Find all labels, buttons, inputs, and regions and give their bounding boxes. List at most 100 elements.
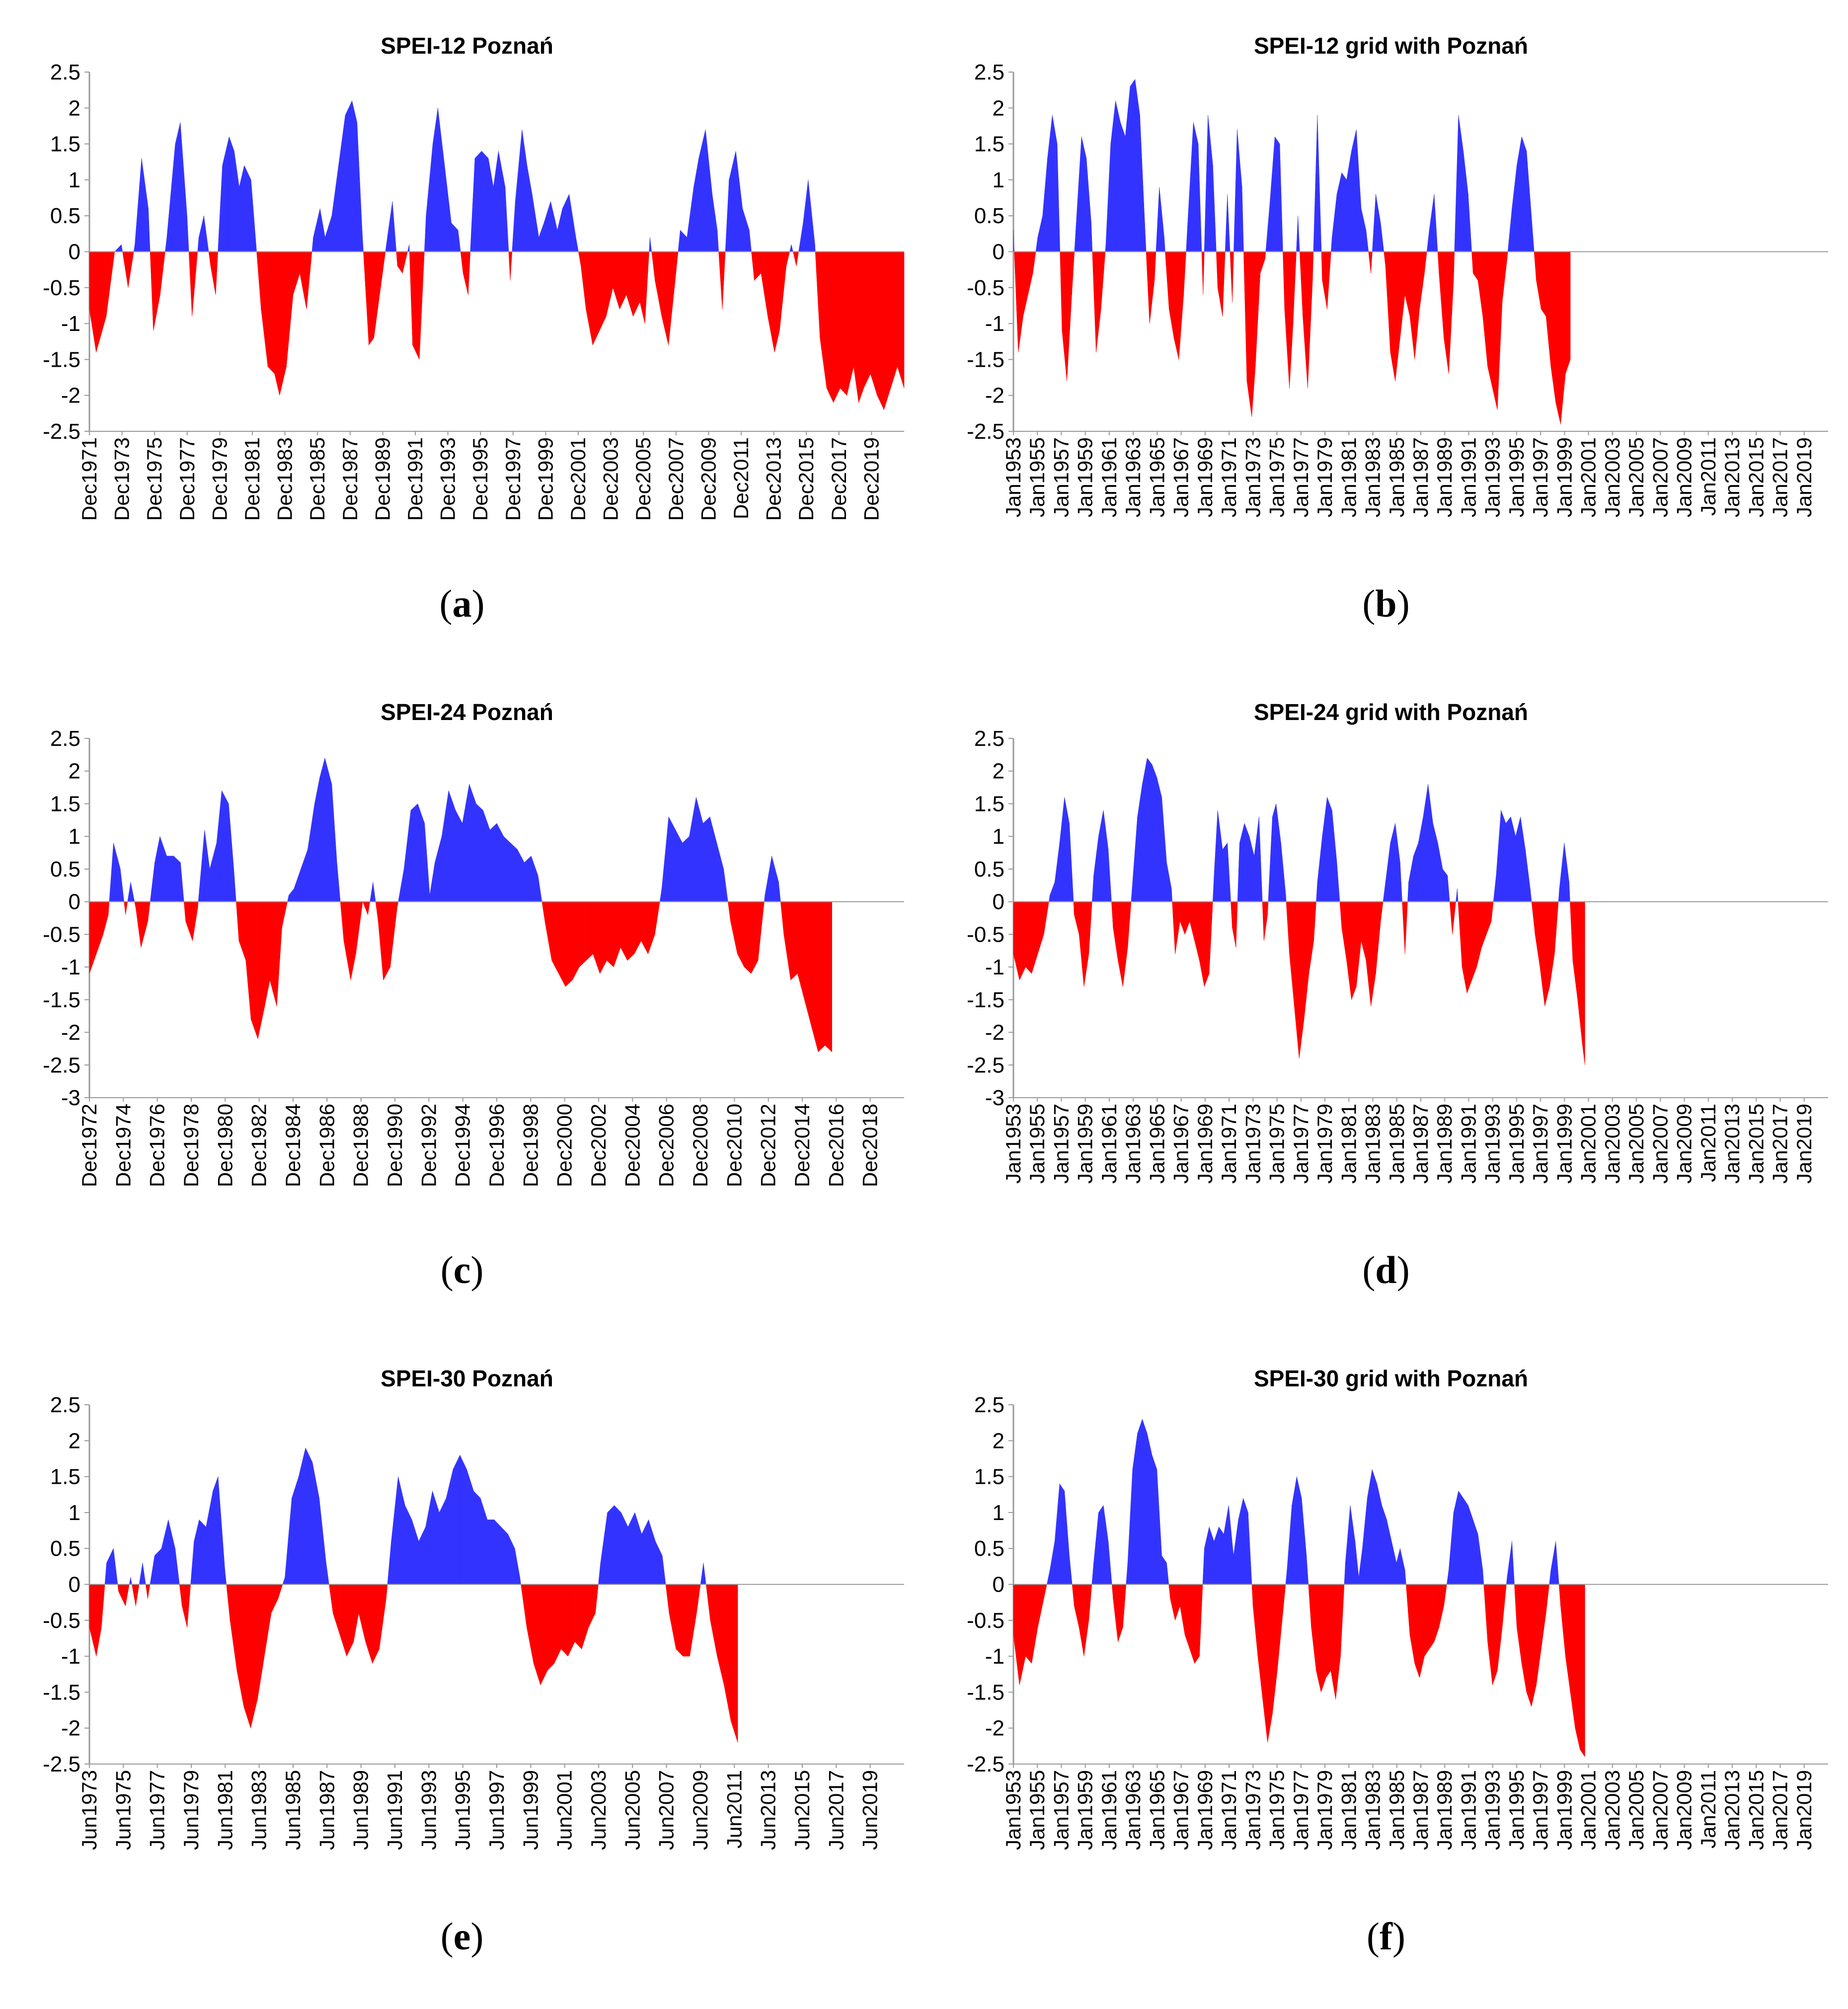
negative-area-segment (1502, 252, 1507, 302)
positive-area-segment (497, 823, 504, 902)
negative-area-segment (1309, 1585, 1311, 1628)
negative-area-segment (1252, 1585, 1253, 1606)
negative-area-segment (1321, 252, 1322, 281)
negative-area-segment (1321, 1585, 1326, 1692)
x-tick-label: Jan2009 (1673, 1104, 1696, 1184)
y-tick-label: 0.5 (50, 857, 80, 882)
chart-e: SPEI-30 Poznań2.521.510.50-0.5-1-1.5-2-2… (0, 1343, 924, 1919)
y-tick-label: 2 (69, 96, 80, 120)
x-tick-label: Jan1995 (1505, 1104, 1528, 1184)
negative-area-segment (1258, 1585, 1263, 1699)
positive-area-segment (494, 1520, 501, 1584)
negative-area-segment (1405, 902, 1407, 954)
positive-area-segment (1242, 187, 1243, 251)
negative-area-segment (1484, 1585, 1488, 1642)
x-tick-label: Dec1972 (77, 1104, 101, 1187)
positive-area-segment (1372, 194, 1376, 252)
x-tick-label: Dec1979 (208, 437, 231, 521)
negative-area-segment (268, 252, 275, 374)
positive-area-segment (724, 869, 728, 902)
negative-area-segment (366, 1585, 373, 1664)
negative-area-segment (236, 902, 239, 941)
positive-area-segment (1133, 1434, 1138, 1585)
x-tick-label: Jan1999 (1552, 1104, 1576, 1184)
y-tick-label: -1.5 (43, 347, 80, 372)
positive-area-segment (234, 151, 239, 251)
positive-area-segment (1287, 1505, 1292, 1584)
negative-area-segment (1410, 252, 1415, 360)
x-tick-label: Dec2016 (824, 1104, 847, 1187)
y-tick-label: 1 (69, 824, 80, 849)
positive-area-segment (121, 244, 122, 251)
positive-area-segment (1193, 122, 1198, 251)
x-tick-label: Dec1984 (281, 1104, 305, 1187)
positive-area-segment (175, 122, 180, 251)
x-tick-label: Dec2011 (729, 437, 753, 519)
positive-area-segment (1405, 1570, 1406, 1585)
positive-area-segment (292, 1477, 299, 1585)
positive-area-segment (736, 151, 743, 251)
negative-area-segment (572, 902, 579, 980)
positive-area-segment (1162, 797, 1167, 901)
positive-area-segment (1516, 817, 1521, 902)
positive-area-segment (387, 201, 392, 251)
positive-area-segment (621, 1513, 628, 1585)
positive-area-segment (1126, 1563, 1128, 1584)
positive-area-segment (467, 1469, 474, 1584)
negative-area-segment (540, 1585, 547, 1685)
negative-area-segment (1265, 252, 1266, 259)
positive-area-segment (1098, 810, 1103, 902)
positive-area-segment (435, 836, 442, 901)
chart-title: SPEI-30 grid with Poznań (1254, 1366, 1528, 1391)
positive-area-segment (320, 209, 325, 252)
positive-area-segment (576, 238, 578, 252)
negative-area-segment (1532, 902, 1535, 935)
positive-area-segment (204, 216, 209, 251)
negative-area-segment (89, 902, 96, 974)
x-tick-label: Jan1973 (1241, 437, 1264, 517)
negative-area-segment (552, 902, 559, 974)
negative-area-segment (397, 902, 398, 908)
positive-area-segment (325, 758, 332, 901)
x-tick-label: Jan1977 (1289, 1104, 1312, 1184)
positive-area-segment (168, 1520, 175, 1584)
negative-area-segment (179, 1585, 182, 1606)
x-tick-label: Jan1997 (1529, 437, 1552, 517)
negative-area-segment (1089, 902, 1092, 954)
positive-area-segment (1218, 810, 1223, 902)
negative-area-segment (1478, 252, 1483, 317)
x-tick-label: Dec2018 (858, 1104, 882, 1187)
negative-area-segment (648, 902, 655, 954)
positive-area-segment (557, 209, 562, 252)
x-tick-label: Dec1999 (534, 437, 557, 521)
x-tick-label: Jan1999 (1552, 1770, 1576, 1850)
negative-area-segment (101, 1585, 105, 1628)
positive-area-segment (1204, 1527, 1209, 1585)
positive-area-segment (1048, 115, 1053, 252)
positive-area-segment (370, 882, 373, 901)
positive-area-segment (799, 223, 803, 252)
x-tick-label: Jan2013 (1720, 1770, 1744, 1850)
negative-area-segment (1112, 1585, 1113, 1599)
positive-area-segment (505, 187, 509, 251)
negative-area-segment (333, 1585, 340, 1635)
negative-area-segment (1111, 902, 1113, 928)
x-tick-label: Dec1975 (143, 437, 166, 521)
positive-area-segment (1423, 784, 1428, 902)
positive-area-segment (453, 1455, 460, 1584)
x-tick-label: Jan1963 (1121, 437, 1145, 517)
negative-area-segment (237, 1585, 244, 1707)
x-tick-label: Jan2013 (1720, 1104, 1744, 1184)
x-tick-label: Jun1995 (451, 1770, 474, 1850)
positive-area-segment (239, 165, 244, 252)
positive-area-segment (1266, 201, 1270, 251)
negative-area-segment (1294, 902, 1299, 1058)
chart-title: SPEI-12 grid with Poznań (1254, 33, 1528, 59)
positive-area-segment (445, 165, 452, 252)
negative-area-segment (1236, 902, 1237, 948)
x-tick-label: Dec2007 (664, 437, 688, 521)
positive-area-segment (1120, 122, 1125, 251)
negative-area-segment (239, 902, 246, 961)
positive-area-segment (167, 144, 175, 252)
negative-area-segment (1300, 252, 1303, 317)
